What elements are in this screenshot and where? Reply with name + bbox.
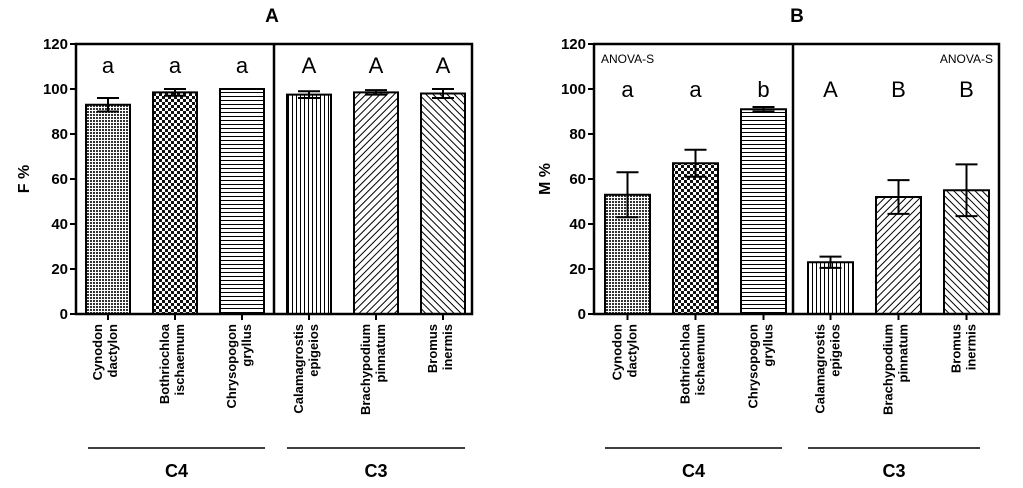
y-tick-label: 20: [51, 261, 68, 278]
significance-letter: a: [621, 77, 634, 102]
group-label-c3: C3: [364, 461, 387, 481]
category-label: Bothriochloa: [157, 323, 172, 404]
significance-letter: a: [102, 53, 115, 78]
category-label: inermis: [964, 324, 979, 370]
category-label: Cynodon: [90, 324, 105, 380]
y-tick-label: 120: [561, 36, 586, 53]
bar-bothriochloa-ischaemum: [152, 91, 198, 315]
bar-cynodon-dactylon: [85, 103, 131, 315]
category-label: gryllus: [761, 324, 776, 367]
chart-panel-B: B M % 0 20 40 60 80 100 120 a Cynodon dactylon a Both…: [537, 6, 1001, 481]
y-tick-label: 120: [43, 36, 68, 53]
category-label: Calamagrostis: [813, 324, 828, 414]
y-tick-label: 0: [60, 306, 68, 323]
category-label: gryllus: [239, 324, 254, 367]
category-label: Bromus: [949, 324, 964, 373]
significance-letter: A: [369, 53, 384, 78]
category-label: pinnatum: [896, 324, 911, 383]
significance-letter: B: [959, 77, 974, 102]
chart-title: B: [790, 6, 804, 27]
significance-letter: A: [436, 53, 451, 78]
y-tick-label: 100: [561, 81, 586, 98]
category-label: pinnatum: [373, 324, 388, 383]
significance-letter: A: [823, 77, 838, 102]
y-tick-label: 60: [51, 171, 68, 188]
category-label: Chrysopogon: [746, 324, 761, 409]
anova-annotation: ANOVA-S: [940, 52, 993, 66]
category-label: dactylon: [105, 324, 120, 378]
y-tick-label: 0: [578, 306, 586, 323]
chart-panel-A: A F % 0 20 40 60 80 100 120 a Cynodon dactylon a Both…: [16, 6, 474, 481]
bar-calamagrostis-epigeios: [807, 261, 854, 315]
bar-brachypodium-pinnatum: [353, 91, 399, 315]
y-tick-label: 20: [569, 261, 586, 278]
y-tick-label: 80: [569, 126, 586, 143]
group-label-c4: C4: [165, 461, 188, 481]
y-tick-label: 100: [43, 81, 68, 98]
bar-bromus-inermis: [420, 92, 466, 315]
category-label: Brachypodium: [358, 324, 373, 415]
bar-chrysopogon-gryllus: [219, 88, 265, 315]
category-label: ischaemum: [693, 324, 708, 396]
group-label-c3: C3: [882, 461, 905, 481]
category-label: Bromus: [425, 324, 440, 373]
category-label: Calamagrostis: [291, 324, 306, 414]
bar-bothriochloa-ischaemum: [672, 162, 719, 315]
category-label: ischaemum: [172, 324, 187, 396]
y-tick-label: 40: [51, 216, 68, 233]
group-label-c4: C4: [682, 461, 705, 481]
bar-brachypodium-pinnatum: [875, 196, 922, 315]
significance-letter: a: [236, 53, 249, 78]
category-label: Bothriochloa: [678, 323, 693, 404]
y-axis-label: F %: [16, 165, 33, 193]
y-tick-label: 40: [569, 216, 586, 233]
significance-letter: b: [757, 77, 769, 102]
significance-letter: a: [689, 77, 702, 102]
category-label: dactylon: [625, 324, 640, 378]
y-tick-label: 60: [569, 171, 586, 188]
y-axis-label: M %: [537, 163, 554, 195]
significance-letter: A: [302, 53, 317, 78]
chart-title: A: [265, 6, 279, 27]
category-label: Brachypodium: [881, 324, 896, 415]
category-label: inermis: [440, 324, 455, 370]
anova-annotation: ANOVA-S: [601, 52, 654, 66]
bar-calamagrostis-epigeios: [286, 93, 332, 315]
plot-frame: [592, 42, 1001, 316]
category-label: epigeios: [828, 324, 843, 377]
category-label: Chrysopogon: [224, 324, 239, 409]
bar-chrysopogon-gryllus: [740, 108, 787, 315]
significance-letter: B: [891, 77, 906, 102]
category-label: epigeios: [306, 324, 321, 377]
category-label: Cynodon: [610, 324, 625, 380]
y-tick-label: 80: [51, 126, 68, 143]
significance-letter: a: [169, 53, 182, 78]
